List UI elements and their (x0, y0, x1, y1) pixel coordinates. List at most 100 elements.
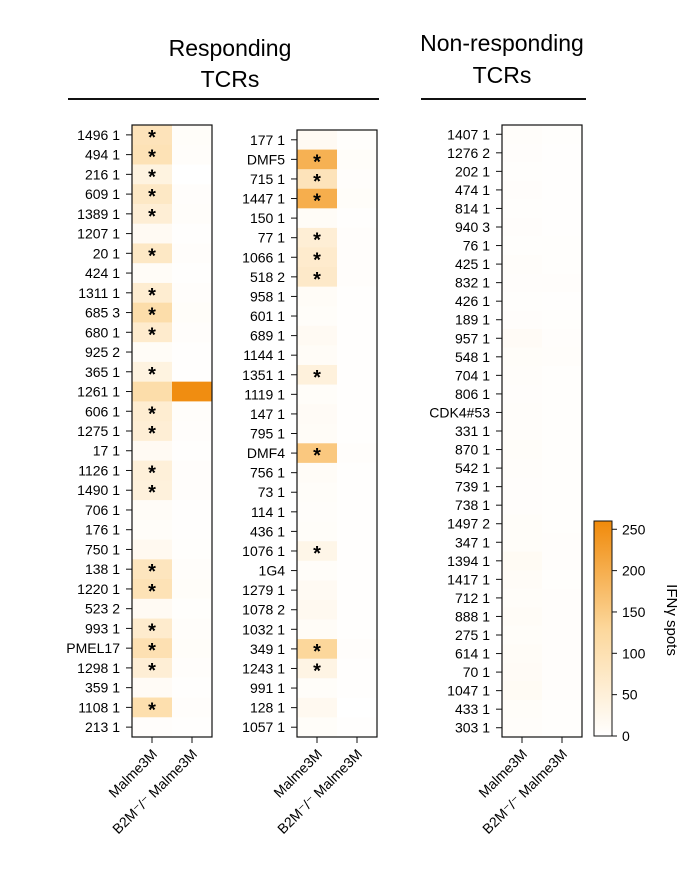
row-label: 870 1 (455, 442, 490, 458)
significance-star: * (148, 324, 156, 346)
heatmap-cell (542, 514, 582, 534)
heatmap-cell (297, 541, 337, 562)
heatmap-cell (172, 697, 212, 718)
heatmap-cell (132, 164, 172, 185)
heatmap-cell (297, 384, 337, 405)
heatmap-cell (502, 384, 542, 404)
heatmap-cell (542, 662, 582, 682)
heatmap-cell (337, 345, 377, 366)
heatmap-cell (172, 125, 212, 146)
row-label: 1279 1 (242, 582, 285, 598)
row-label: 1119 1 (244, 386, 285, 402)
row-label: 832 1 (455, 275, 490, 291)
heatmap-cell (502, 607, 542, 627)
row-label: 347 1 (455, 534, 490, 550)
significance-star: * (148, 206, 156, 228)
heatmap-cell (297, 580, 337, 601)
heatmap-cell (502, 699, 542, 720)
row-label: 70 1 (463, 664, 490, 680)
heatmap-cell (172, 361, 212, 383)
heatmap-cell (542, 329, 582, 349)
heatmap-cell (132, 401, 172, 422)
heatmap-cell (172, 342, 212, 363)
heatmap-cell (132, 460, 172, 481)
heatmap-cell (502, 495, 542, 516)
heatmap-cell (542, 199, 582, 219)
heatmap-cell (502, 180, 542, 200)
heatmap-cell (542, 291, 582, 312)
heatmap-cell (132, 658, 172, 679)
row-label: 601 1 (250, 308, 285, 324)
heatmap-cell (132, 263, 172, 284)
row-label: 706 1 (85, 502, 120, 518)
heatmap-cell (132, 322, 172, 343)
significance-star: * (313, 367, 321, 389)
row-label: 1047 1 (447, 683, 490, 699)
significance-star: * (148, 482, 156, 504)
heatmap-cell (337, 286, 377, 307)
colorbar-tick-label: 100 (622, 645, 646, 661)
heatmap-cell (297, 247, 337, 268)
heatmap-cell (297, 404, 337, 425)
heatmap-cell (337, 521, 377, 542)
nonresponding-title-line2: TCRs (473, 62, 532, 88)
colorbar-tick-label: 150 (622, 604, 646, 620)
heatmap-cell (502, 199, 542, 219)
row-label: 606 1 (85, 403, 120, 419)
heatmap-cell (542, 254, 582, 274)
heatmap-cell (297, 423, 337, 444)
row-label: 795 1 (250, 426, 285, 442)
heatmap-cell (132, 440, 172, 462)
heatmap-cell (337, 247, 377, 268)
row-label: 958 1 (250, 288, 285, 304)
row-label: 518 2 (250, 269, 285, 285)
row-label: 1497 2 (447, 516, 490, 532)
row-label: 1G4 (259, 563, 286, 579)
heatmap-cell (542, 384, 582, 404)
heatmap-cell (542, 625, 582, 645)
row-label: 1311 1 (78, 285, 120, 301)
row-label: PMEL17 (66, 640, 120, 656)
responding-title-line2: TCRs (201, 66, 260, 92)
heatmap-cell (542, 477, 582, 497)
heatmap-cell (297, 227, 337, 249)
heatmap-cell (502, 366, 542, 386)
heatmap-cell (132, 717, 172, 738)
heatmap-cell (172, 184, 212, 205)
row-label: 689 1 (250, 328, 285, 344)
responding-title-line1: Responding (169, 35, 292, 61)
heatmap-cell (542, 217, 582, 237)
heatmap-cell (297, 639, 337, 660)
row-label: 1078 2 (242, 602, 285, 618)
heatmap-cell (132, 203, 172, 225)
heatmap-cell (297, 286, 337, 307)
row-label: 1220 1 (77, 581, 120, 597)
heatmap-frame (131, 124, 213, 738)
significance-star: * (313, 249, 321, 271)
significance-star: * (148, 423, 156, 445)
heatmap-cell (502, 514, 542, 534)
colorbar-tick-label: 50 (622, 687, 638, 703)
heatmap-cell (542, 699, 582, 720)
heatmap-cell (542, 644, 582, 664)
heatmap-cell (337, 130, 377, 151)
heatmap-cell (542, 495, 582, 516)
heatmap-cell (542, 440, 582, 460)
row-label: 1417 1 (447, 571, 490, 587)
heatmap-cell (132, 519, 172, 541)
row-label: 365 1 (85, 364, 120, 380)
heatmap-cell (297, 619, 337, 640)
heatmap-cell (542, 421, 582, 441)
row-label: 1298 1 (77, 660, 120, 676)
heatmap-cell (297, 599, 337, 621)
colorbar-tick-label: 250 (622, 521, 646, 537)
row-label: 1389 1 (77, 206, 120, 222)
heatmap-cell (337, 502, 377, 523)
heatmap-cell (337, 404, 377, 425)
heatmap-cell (502, 162, 542, 182)
significance-star: * (313, 191, 321, 213)
row-label: 1496 1 (77, 127, 120, 143)
heatmap-cell (542, 551, 582, 571)
significance-star: * (148, 462, 156, 484)
heatmap-cell (172, 440, 212, 462)
